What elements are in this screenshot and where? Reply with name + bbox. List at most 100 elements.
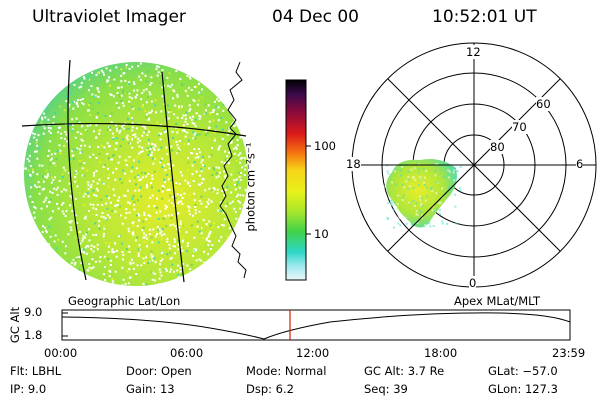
speckle-dot xyxy=(145,234,148,237)
speckle-dot xyxy=(167,117,170,120)
speckle-dot xyxy=(180,189,183,192)
speckle-dot xyxy=(81,98,84,100)
speckle-dot xyxy=(94,94,97,97)
speckle-dot xyxy=(66,261,69,264)
speckle-dot xyxy=(237,154,240,157)
speckle-dot xyxy=(154,256,157,259)
speckle-dot xyxy=(72,107,75,110)
speckle-dot xyxy=(140,264,143,267)
speckle-dot xyxy=(150,182,153,184)
speckle-dot xyxy=(59,105,62,108)
speckle-dot xyxy=(127,201,130,204)
speckle-dot xyxy=(204,189,207,192)
speckle-dot xyxy=(78,256,81,259)
speckle-dot xyxy=(218,146,220,149)
speckle-dot xyxy=(77,231,79,234)
oval-speckle-dot xyxy=(452,171,455,174)
speckle-dot xyxy=(80,144,83,147)
speckle-dot xyxy=(179,270,182,273)
speckle-dot xyxy=(138,214,141,217)
speckle-dot xyxy=(145,101,148,104)
speckle-dot xyxy=(131,122,134,125)
speckle-dot xyxy=(38,147,41,150)
speckle-dot xyxy=(71,129,74,132)
speckle-dot xyxy=(220,116,223,119)
speckle-dot xyxy=(111,248,114,251)
speckle-dot xyxy=(198,258,201,261)
speckle-dot xyxy=(151,259,154,262)
speckle-dot xyxy=(76,147,79,150)
speckle-dot xyxy=(57,207,60,210)
speckle-dot xyxy=(131,222,134,225)
speckle-dot xyxy=(112,95,115,98)
speckle-dot xyxy=(115,124,118,127)
speckle-dot xyxy=(151,271,154,274)
speckle-dot xyxy=(114,148,117,151)
speckle-dot xyxy=(27,175,30,178)
speckle-dot xyxy=(191,164,194,167)
speckle-dot xyxy=(198,148,200,150)
mlt-label-18: 18 xyxy=(346,157,361,171)
speckle-dot xyxy=(137,188,140,190)
ip-info: IP: 9.0 xyxy=(10,382,47,396)
speckle-dot xyxy=(83,217,86,220)
oval-speckle-dot xyxy=(390,201,393,204)
speckle-dot xyxy=(109,270,112,273)
speckle-dot xyxy=(109,180,112,183)
speckle-dot xyxy=(159,232,162,235)
speckle-dot xyxy=(149,147,152,150)
speckle-dot xyxy=(108,76,110,79)
speckle-dot xyxy=(103,227,106,230)
colorbar-label-10: 10 xyxy=(314,227,329,241)
oval-speckle-dot xyxy=(456,216,459,219)
speckle-dot xyxy=(33,216,36,219)
oval-speckle-dot xyxy=(408,178,411,181)
speckle-dot xyxy=(49,198,52,201)
speckle-dot xyxy=(163,164,166,167)
speckle-dot xyxy=(178,105,180,108)
oval-speckle-dot xyxy=(432,225,435,227)
oval-speckle-dot xyxy=(438,209,441,212)
speckle-dot xyxy=(174,252,177,255)
speckle-dot xyxy=(42,201,45,204)
speckle-dot xyxy=(170,158,173,161)
speckle-dot xyxy=(79,99,82,101)
speckle-dot xyxy=(172,137,174,139)
speckle-dot xyxy=(120,94,123,97)
speckle-dot xyxy=(100,198,103,201)
speckle-dot xyxy=(83,236,86,239)
oval-speckle-dot xyxy=(393,226,395,229)
speckle-dot xyxy=(33,206,36,208)
speckle-dot xyxy=(187,143,190,145)
speckle-dot xyxy=(90,183,93,186)
speckle-dot xyxy=(71,154,74,157)
speckle-dot xyxy=(88,145,91,148)
speckle-dot xyxy=(224,189,227,191)
time-tick-1200: 12:00 xyxy=(296,346,330,360)
speckle-dot xyxy=(194,156,197,159)
speckle-dot xyxy=(112,154,115,157)
speckle-dot xyxy=(170,217,173,220)
speckle-dot xyxy=(126,189,129,192)
speckle-dot xyxy=(54,152,57,155)
speckle-dot xyxy=(36,173,39,176)
speckle-dot xyxy=(95,124,98,127)
speckle-dot xyxy=(190,264,193,266)
speckle-dot xyxy=(119,205,122,208)
speckle-dot xyxy=(176,131,179,134)
speckle-dot xyxy=(50,176,53,179)
speckle-dot xyxy=(237,193,239,196)
speckle-dot xyxy=(205,223,208,226)
speckle-dot xyxy=(205,239,208,241)
speckle-dot xyxy=(56,193,59,196)
speckle-dot xyxy=(156,121,158,124)
speckle-dot xyxy=(81,139,84,142)
speckle-dot xyxy=(217,226,220,229)
speckle-dot xyxy=(126,91,129,94)
speckle-dot xyxy=(160,274,163,277)
speckle-dot xyxy=(142,257,145,260)
speckle-dot xyxy=(132,180,135,183)
speckle-dot xyxy=(186,244,189,247)
speckle-dot xyxy=(191,152,194,155)
speckle-dot xyxy=(91,213,93,216)
